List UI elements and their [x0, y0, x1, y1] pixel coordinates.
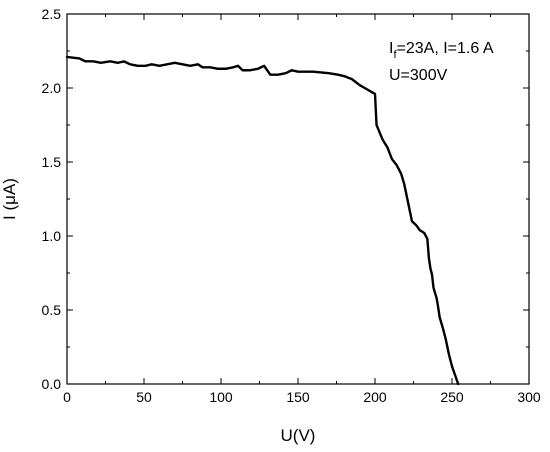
x-tick-label: 250 — [440, 389, 464, 405]
x-tick-label: 200 — [363, 389, 387, 405]
x-tick-label: 300 — [517, 389, 541, 405]
y-tick-label: 1.0 — [42, 228, 62, 244]
tick-labels: 0 50 100 150 200 250 300 0.0 0.5 1.0 1.5 2.0 2.5 — [42, 6, 541, 405]
current-annotation-prefix: I — [389, 40, 393, 57]
series-line — [65, 55, 460, 386]
current-annotation: If=23A, I=1.6 A — [389, 40, 494, 61]
plot-frame — [66, 13, 530, 385]
series-layer — [65, 55, 460, 386]
x-tick-label: 150 — [286, 389, 310, 405]
y-tick-label: 1.5 — [42, 154, 62, 170]
y-axis-title: I (μA) — [0, 178, 19, 220]
x-axis-title: U(V) — [281, 426, 316, 445]
y-tick-label: 2.5 — [42, 6, 62, 22]
current-annotation-subscript: f — [393, 49, 397, 61]
y-tick-label: 2.0 — [42, 80, 62, 96]
voltage-annotation: U=300V — [389, 67, 448, 84]
y-tick-label: 0.0 — [42, 376, 62, 392]
current-annotation-rest: =23A, I=1.6 A — [397, 40, 494, 57]
y-tick-label: 0.5 — [42, 302, 62, 318]
x-tick-label: 100 — [209, 389, 233, 405]
axis-ticks — [66, 13, 530, 385]
x-tick-label: 50 — [136, 389, 152, 405]
x-tick-label: 0 — [63, 389, 71, 405]
